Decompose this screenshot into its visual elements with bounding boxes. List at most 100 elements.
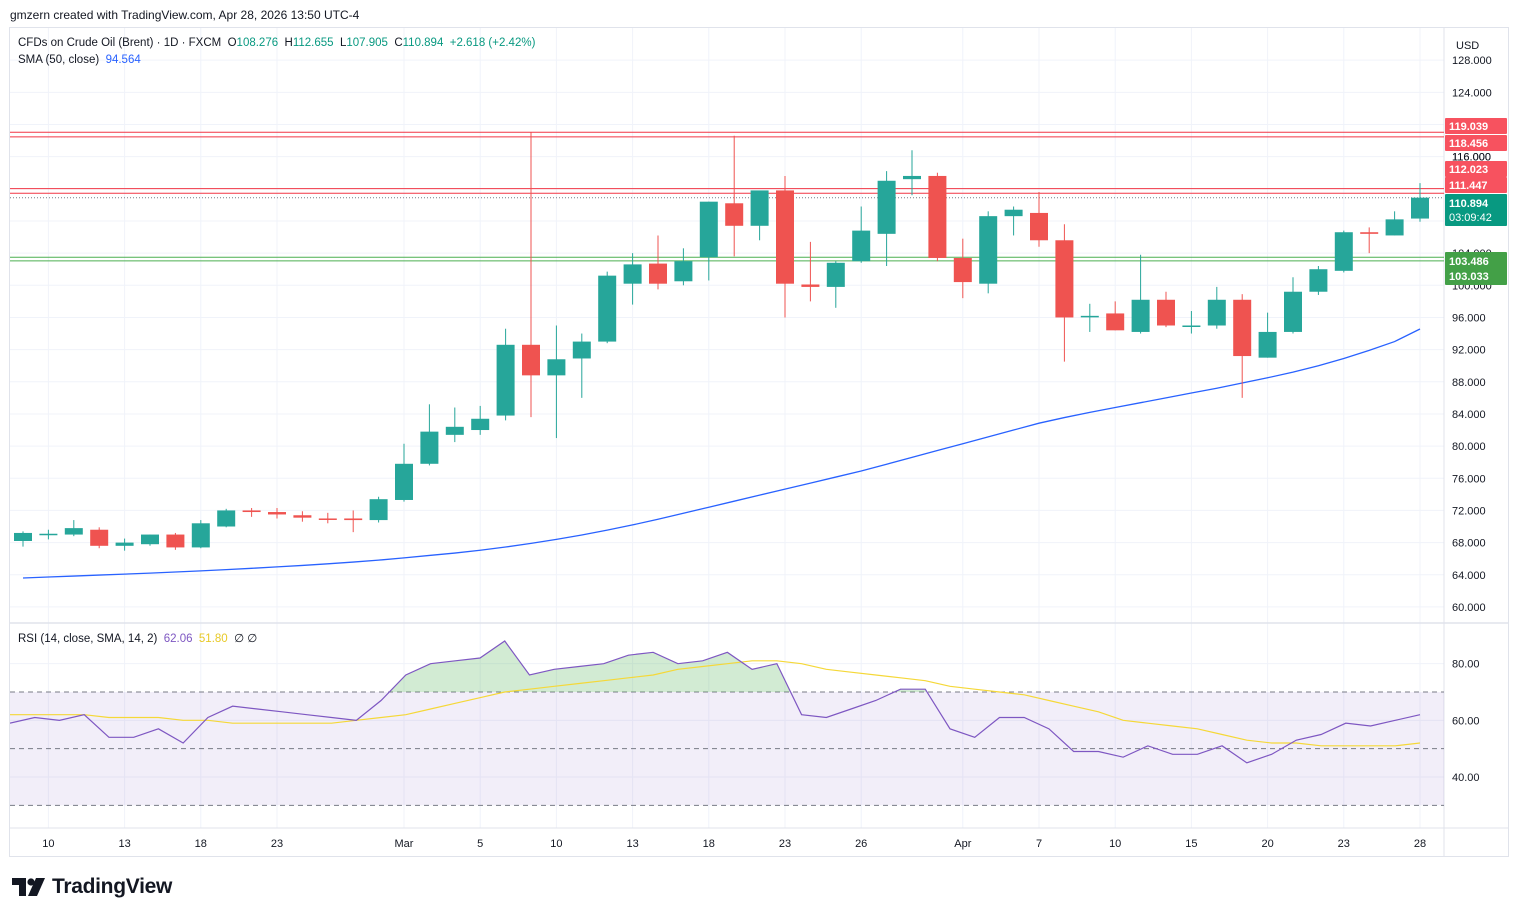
- candle-body: [1309, 269, 1328, 292]
- candle-body: [852, 230, 871, 262]
- candles-layer: [14, 132, 1429, 551]
- last-price-tag-bg: [1445, 194, 1507, 226]
- price-tick-label: 72.000: [1452, 505, 1486, 517]
- candle-body: [1004, 209, 1023, 217]
- rsi-layer: [10, 640, 1421, 764]
- candle-body: [420, 431, 439, 464]
- candle-body: [166, 534, 185, 548]
- ohlc-legend-row: CFDs on Crude Oil (Brent) · 1D · FXCM O 1…: [18, 35, 535, 52]
- price-tick-label: 84.000: [1452, 409, 1486, 421]
- candle-body: [598, 275, 617, 342]
- resistance-tag: 118.456: [1449, 138, 1488, 150]
- chart-canvas[interactable]: 60.000 64.000 68.000 72.000 76.000 80.000 84.0…: [10, 28, 1508, 856]
- candle-body: [1030, 212, 1048, 241]
- rsi-legend: RSI (14, close, SMA, 14, 2) 62.06 51.80 …: [18, 631, 257, 645]
- time-tick-label: 23: [779, 838, 791, 850]
- low-label: L: [339, 37, 347, 49]
- high-label: H: [284, 37, 293, 49]
- rsi-label[interactable]: RSI (14, close, SMA, 14, 2): [18, 633, 158, 645]
- price-tick-label: 76.000: [1452, 473, 1486, 485]
- candle-body: [369, 499, 388, 521]
- candle-body: [623, 264, 642, 284]
- candle-body: [1207, 299, 1226, 326]
- candle-body: [953, 257, 972, 283]
- candle-body: [191, 523, 210, 548]
- sma-label[interactable]: SMA (50, close): [18, 54, 100, 66]
- sma-legend-row: SMA (50, close) 94.564: [18, 52, 535, 69]
- tradingview-logo-icon: [12, 878, 45, 896]
- candle-body: [1385, 219, 1404, 236]
- main-legend: CFDs on Crude Oil (Brent) · 1D · FXCM O 1…: [18, 35, 535, 69]
- tradingview-logo[interactable]: TradingView: [12, 874, 172, 900]
- change-value: +2.618 (+2.42%): [449, 37, 536, 49]
- time-tick-label: Mar: [395, 838, 414, 850]
- candle-body: [928, 175, 947, 258]
- price-tick-label: 88.000: [1452, 377, 1486, 389]
- price-tags: 119.039 118.456 112.023 111.447 110.894 03:09…: [1445, 118, 1507, 285]
- close-label: C: [394, 37, 403, 49]
- sma-50-line: [22, 328, 1421, 579]
- candle-body: [1284, 291, 1302, 332]
- rsi-overbought-fill: [894, 689, 928, 692]
- high-value: 112.655: [292, 37, 334, 49]
- resistance-tag-bg: [1445, 161, 1507, 177]
- price-tick-label: 96.000: [1452, 312, 1486, 324]
- candle-body: [293, 515, 312, 518]
- candle-body: [90, 529, 109, 546]
- symbol-label[interactable]: CFDs on Crude Oil (Brent) · 1D · FXCM: [18, 37, 222, 49]
- time-tick-label: 7: [1036, 838, 1042, 850]
- time-tick-label: 10: [550, 838, 562, 850]
- candle-body: [750, 190, 769, 226]
- countdown-tag: 03:09:42: [1449, 212, 1492, 224]
- resistance-tag-bg: [1445, 135, 1507, 151]
- candle-body: [1106, 313, 1125, 331]
- time-tick-label: 10: [42, 838, 54, 850]
- time-tick-label: 10: [1109, 838, 1121, 850]
- price-tick-label: 116.000: [1452, 152, 1491, 164]
- resistance-tag: 112.023: [1449, 164, 1488, 176]
- candle-body: [39, 533, 58, 536]
- candle-body: [14, 532, 32, 541]
- price-tick-label: 124.000: [1452, 87, 1492, 99]
- rsi-tick-label: 60.00: [1452, 715, 1480, 727]
- candle-body: [979, 216, 998, 284]
- time-tick-label: 13: [626, 838, 638, 850]
- candle-body: [547, 359, 566, 376]
- support-tag: 103.033: [1449, 271, 1489, 283]
- candle-body: [725, 203, 744, 226]
- last-price-tag: 110.894: [1449, 198, 1489, 210]
- candle-body: [115, 542, 134, 546]
- resistance-tag-bg: [1445, 177, 1507, 193]
- price-tick-label: 128.000: [1452, 55, 1492, 67]
- time-tick-label: 28: [1414, 838, 1426, 850]
- candle-body: [64, 528, 83, 535]
- rsi-ma-line: [10, 660, 1421, 747]
- rsi-extra-values: ∅ ∅: [234, 633, 258, 645]
- candle-body: [471, 418, 490, 431]
- price-tick-label-partial: 116.000: [1452, 152, 1491, 164]
- time-tick-label: 26: [855, 838, 867, 850]
- time-tick-label: 5: [477, 838, 483, 850]
- time-tick-label: 20: [1261, 838, 1273, 850]
- candle-body: [1334, 232, 1353, 271]
- rsi-overbought-fill: [389, 641, 791, 692]
- rsi-value: 62.06: [163, 633, 193, 645]
- candle-body: [344, 518, 363, 521]
- candle-body: [572, 341, 591, 359]
- level-lines: [10, 131, 1444, 262]
- low-value: 107.905: [346, 37, 388, 49]
- price-tick-label: 60.000: [1452, 602, 1486, 614]
- price-tick-label: 64.000: [1452, 570, 1486, 582]
- candle-body: [318, 518, 337, 520]
- time-tick-label: 23: [1338, 838, 1350, 850]
- time-tick-label: 18: [195, 838, 207, 850]
- time-tick-label: Apr: [954, 838, 971, 850]
- tradingview-logo-text: TradingView: [52, 875, 173, 898]
- open-label: O: [227, 37, 237, 49]
- rsi-ma-value: 51.80: [198, 633, 228, 645]
- sma-value: 94.564: [105, 54, 141, 66]
- candle-body: [649, 263, 667, 284]
- resistance-tag: 119.039: [1449, 121, 1488, 133]
- candle-body: [1055, 240, 1074, 318]
- candle-body: [1411, 197, 1429, 219]
